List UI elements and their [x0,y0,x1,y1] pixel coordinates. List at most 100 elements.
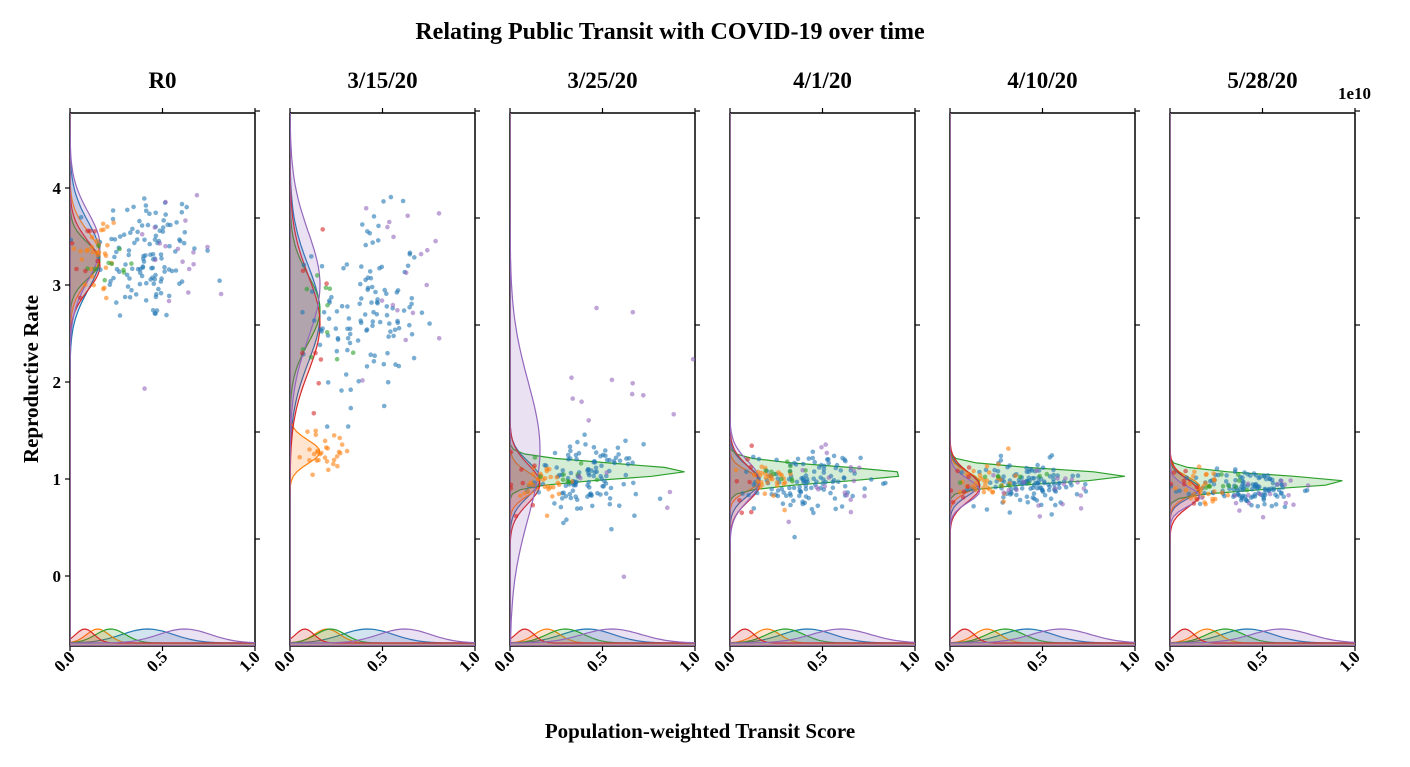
data-point [1001,474,1006,479]
data-point [111,275,116,281]
data-point [407,252,413,257]
data-point [401,308,407,313]
data-point [971,468,976,474]
data-point [1260,514,1266,520]
data-point [1075,480,1080,485]
data-point [787,469,793,474]
data-point [851,468,857,474]
data-point [1266,486,1271,492]
data-point [998,453,1004,459]
data-point [123,262,128,267]
data-point [520,480,526,486]
data-point [551,484,556,490]
plot-area [70,113,255,646]
data-point [818,475,823,480]
data-point [983,467,989,473]
x-kde [950,628,1135,646]
data-point [1233,500,1239,506]
data-point [1204,471,1209,477]
data-point [156,286,161,292]
data-point [592,458,597,464]
data-point [160,229,166,234]
data-point [803,486,809,492]
data-point [632,513,637,518]
data-point [205,244,210,250]
data-point [1278,491,1284,496]
data-point [812,459,817,465]
data-point [137,218,142,224]
data-point [1226,483,1232,489]
data-point [826,460,831,466]
data-point [1246,492,1251,498]
data-point [629,391,635,397]
data-point [567,456,573,461]
data-point [563,483,569,489]
data-point [1001,494,1006,500]
data-point [1184,475,1189,481]
data-point [387,321,392,326]
data-point [775,493,781,499]
data-point [147,211,152,217]
data-point [626,456,632,461]
data-point [751,506,757,511]
data-point [1170,481,1174,487]
data-point [641,442,646,447]
data-point [1197,501,1203,507]
data-point [143,298,149,303]
data-point [334,348,340,354]
data-point [106,260,111,266]
data-point [811,469,817,474]
data-point [772,471,777,477]
data-point [971,504,976,509]
data-point [323,285,329,291]
data-point [358,281,363,287]
x-tick-label: 0.0 [710,647,738,675]
data-point [144,280,149,286]
data-point [603,448,608,453]
data-point [961,489,967,495]
data-point [321,310,327,315]
y-kde [1170,113,1200,646]
data-point [382,287,388,293]
data-point [607,496,613,501]
data-point [142,386,147,391]
data-point [966,474,971,479]
data-point [608,485,614,491]
data-point [826,475,832,480]
data-point [322,438,328,444]
data-point [345,336,351,341]
data-point [381,361,387,367]
data-point [981,489,987,495]
data-point [121,232,127,237]
data-point [379,264,385,270]
data-point [114,300,119,305]
data-point [982,474,988,480]
data-point [1060,501,1065,507]
data-point [151,281,157,287]
data-point [139,273,145,279]
data-point [759,470,764,476]
data-point [364,364,370,369]
data-point [135,229,140,235]
data-point [824,450,830,456]
data-point [955,468,960,474]
data-point [965,484,971,489]
panel-5: 5/28/20 0.0 0.5 1.0 [1150,68,1363,676]
data-point [363,206,369,211]
data-point [998,483,1004,489]
data-point [1194,497,1200,502]
data-point [370,319,376,324]
data-point [104,295,109,301]
data-point [1069,483,1074,488]
data-point [1192,493,1197,499]
data-point [109,236,114,242]
data-point [391,333,396,339]
data-point [1206,491,1211,497]
data-point [112,237,118,242]
data-point [129,266,135,272]
data-point [797,484,802,490]
data-point [1181,478,1187,484]
x-axis-label: Population-weighted Transit Score [545,719,855,743]
data-point [840,455,845,461]
data-point [1220,483,1226,489]
